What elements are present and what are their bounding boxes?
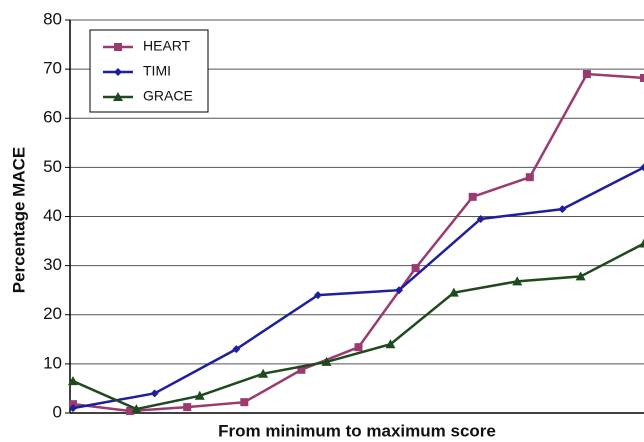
marker: [640, 73, 644, 82]
marker: [575, 271, 586, 281]
marker: [411, 264, 420, 273]
marker: [69, 404, 77, 413]
marker: [313, 291, 322, 300]
marker: [113, 92, 123, 101]
marker: [114, 68, 122, 76]
legend-label: HEART: [143, 38, 191, 54]
y-tick-label: 0: [53, 402, 62, 421]
y-tick-label: 50: [43, 157, 62, 176]
x-axis-label: From minimum to maximum score: [218, 421, 496, 440]
y-axis-label: Percentage MACE: [9, 147, 28, 293]
marker: [114, 43, 122, 51]
y-tick-label: 70: [43, 59, 62, 78]
marker: [448, 287, 459, 297]
series-line: [72, 166, 644, 410]
marker: [321, 356, 332, 366]
marker: [126, 407, 135, 416]
marker: [385, 339, 396, 349]
marker: [131, 404, 142, 414]
y-tick-label: 40: [43, 206, 62, 225]
marker: [183, 403, 192, 412]
y-tick-label: 20: [43, 304, 62, 323]
marker: [525, 173, 534, 182]
marker: [582, 70, 591, 79]
marker: [297, 365, 306, 374]
y-tick-label: 60: [43, 108, 62, 127]
marker: [468, 192, 477, 201]
marker: [354, 343, 363, 352]
y-tick-label: 10: [43, 353, 62, 372]
series-line: [72, 242, 644, 411]
marker: [150, 389, 159, 398]
marker: [640, 163, 644, 172]
y-tick-label: 30: [43, 255, 62, 274]
marker: [232, 345, 241, 354]
legend-label: GRACE: [143, 88, 193, 104]
marker: [639, 238, 644, 248]
marker: [258, 368, 269, 378]
marker: [395, 286, 404, 295]
marker: [240, 398, 249, 407]
series-line: [72, 72, 644, 413]
y-tick-label: 80: [43, 9, 62, 28]
marker: [68, 376, 78, 386]
legend-label: TIMI: [143, 63, 171, 79]
marker: [558, 205, 567, 214]
marker: [194, 390, 205, 400]
marker: [476, 214, 485, 223]
marker: [512, 276, 523, 286]
